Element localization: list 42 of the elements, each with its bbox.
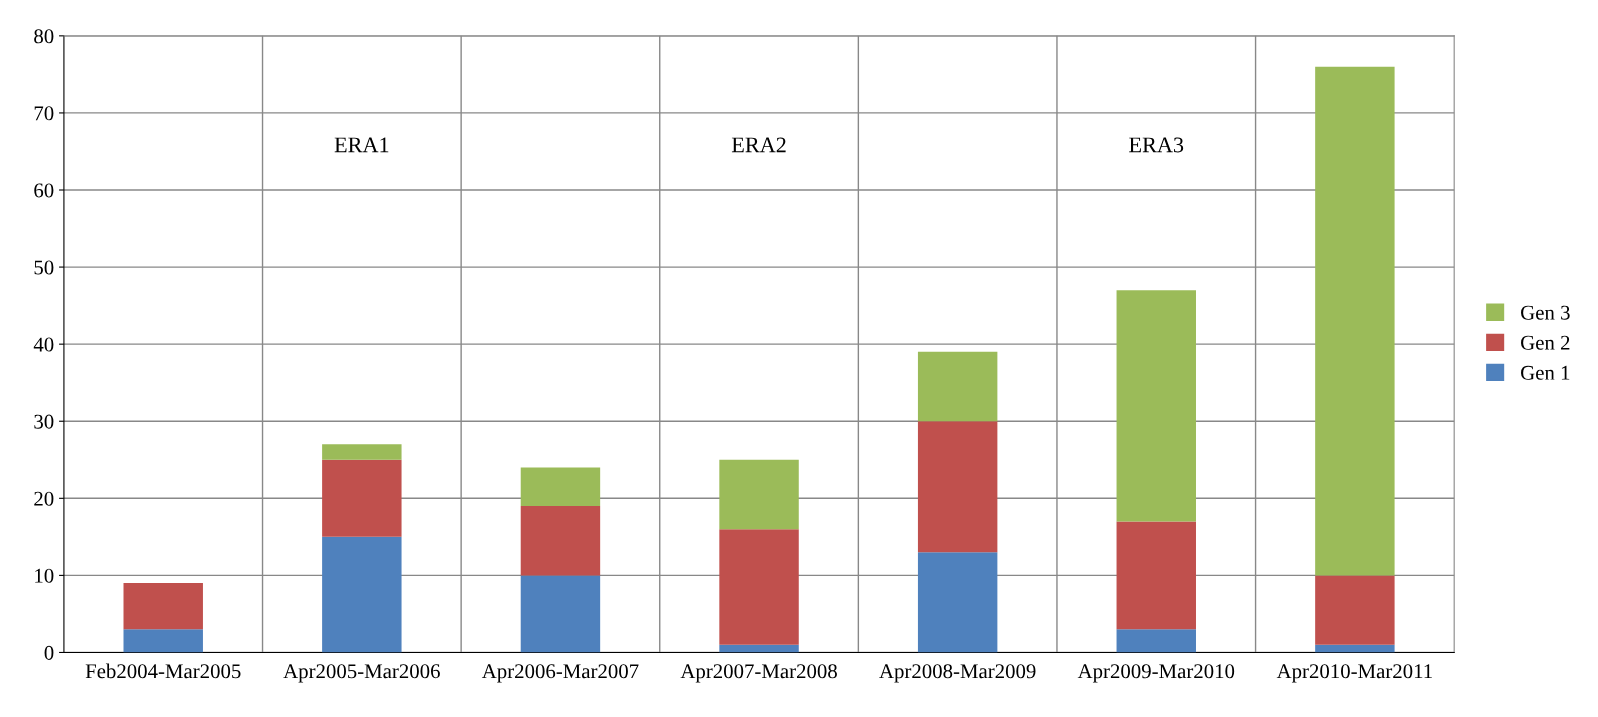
- y-tick-label: 70: [34, 106, 54, 121]
- legend-label: Gen 2: [1521, 335, 1570, 350]
- bar: [719, 459, 799, 530]
- x-tick-label: Apr2005-Mar2006: [283, 664, 440, 683]
- x-tick-label: Apr2010-Mar2011: [1276, 664, 1432, 683]
- bar: [322, 459, 402, 537]
- bar: [1315, 575, 1395, 645]
- bar: [123, 629, 203, 653]
- x-tick-label: Feb2004-Mar2005: [85, 663, 241, 679]
- annotation: ERA3: [1129, 137, 1184, 153]
- bar: [719, 644, 799, 653]
- y-tick-label: 20: [34, 491, 54, 506]
- bar: [917, 351, 998, 422]
- y-tick-label: 80: [34, 29, 54, 44]
- bar: [322, 536, 402, 653]
- legend-label: Gen 3: [1521, 305, 1570, 320]
- x-tick-label: Apr2007-Mar2008: [680, 664, 837, 683]
- bar: [1315, 644, 1395, 653]
- annotation: ERA2: [731, 137, 786, 153]
- bar: [123, 583, 203, 630]
- bar: [1116, 521, 1196, 630]
- bar: [322, 444, 402, 460]
- y-tick-label: 10: [35, 568, 54, 583]
- annotation: ERA1: [334, 137, 389, 153]
- bar: [520, 467, 601, 507]
- bar: [917, 552, 998, 653]
- bar: [520, 575, 601, 653]
- legend-label: Gen 1: [1521, 365, 1570, 380]
- y-tick-label: 40: [33, 337, 54, 352]
- bar: [520, 506, 601, 576]
- bar: [1116, 629, 1196, 653]
- y-tick-label: 60: [34, 183, 54, 198]
- x-tick-label: Apr2009-Mar2010: [1077, 664, 1235, 683]
- x-tick-label: Apr2006-Mar2007: [481, 664, 639, 683]
- y-tick-label: 0: [44, 645, 54, 660]
- y-tick-label: 30: [34, 414, 54, 429]
- bar: [917, 421, 998, 553]
- bar: [1116, 290, 1196, 522]
- bar: [1315, 66, 1395, 576]
- x-tick-label: Apr2008-Mar2009: [879, 664, 1036, 683]
- bar: [719, 529, 799, 645]
- y-tick-label: 50: [34, 260, 54, 275]
